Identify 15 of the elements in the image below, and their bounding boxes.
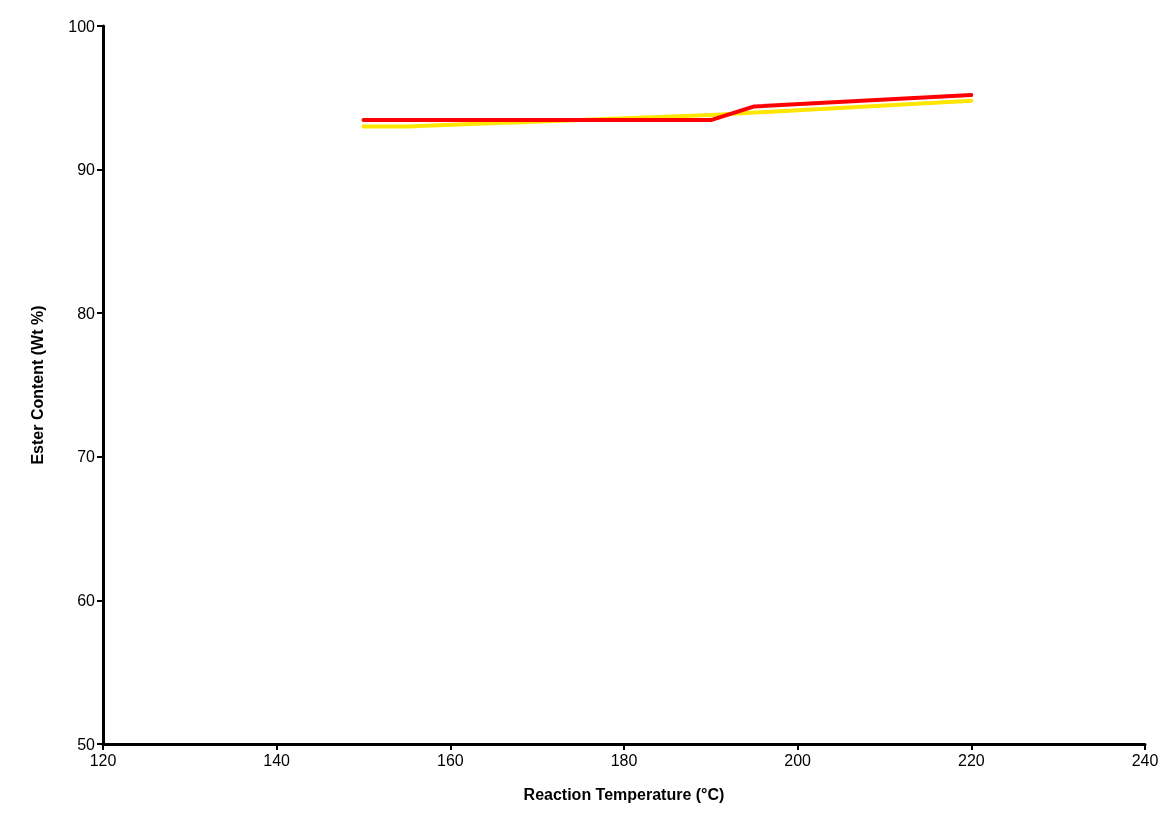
x-tick-label: 200 [784, 751, 812, 769]
y-tick-label: 90 [77, 161, 96, 179]
y-tick-label: 50 [77, 735, 96, 753]
x-tick-label: 120 [89, 751, 117, 769]
y-tick-label: 60 [77, 591, 96, 609]
x-tick-label: 180 [610, 751, 638, 769]
x-axis-title: Reaction Temperature (°C) [523, 785, 725, 803]
x-tick-label: 240 [1131, 751, 1159, 769]
x-tick-label: 160 [436, 751, 464, 769]
y-tick-label: 70 [77, 448, 96, 466]
y-tick-label: 100 [68, 17, 96, 35]
y-axis-title: Ester Content (Wt %) [28, 305, 46, 465]
x-tick-label: 220 [957, 751, 985, 769]
x-tick-label: 140 [263, 751, 291, 769]
y-tick-label: 80 [77, 304, 96, 322]
